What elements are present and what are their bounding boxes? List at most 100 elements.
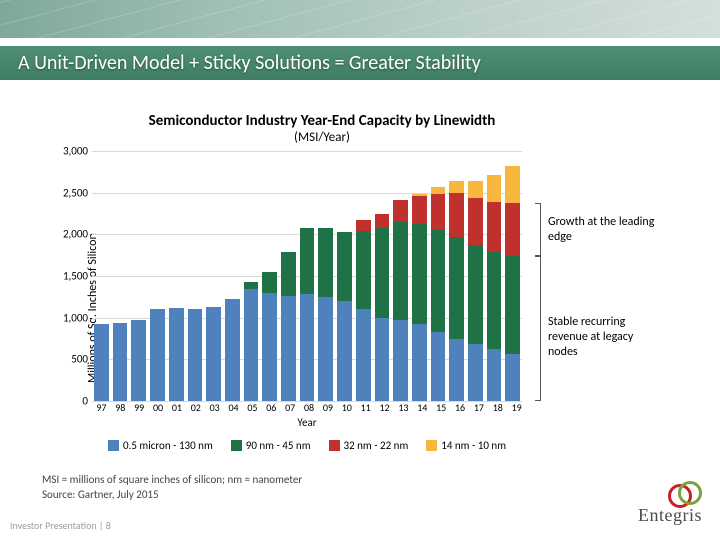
- header-band: [0, 0, 720, 38]
- x-tick: 10: [339, 401, 354, 414]
- x-tick: 99: [132, 401, 147, 414]
- bar-column: [131, 320, 146, 401]
- bar-column: [188, 309, 203, 401]
- gridline: [92, 401, 522, 402]
- bar-column: [356, 220, 371, 401]
- bar-group: [92, 151, 522, 401]
- legend-item: 14 nm - 10 nm: [426, 439, 506, 452]
- legend-label: 0.5 micron - 130 nm: [123, 439, 213, 452]
- bar-segment: [356, 220, 371, 231]
- annotation-text: Growth at the leading edge: [548, 215, 658, 245]
- logo-icon: [668, 481, 702, 505]
- chart-title: Semiconductor Industry Year-End Capacity…: [42, 112, 602, 130]
- bar-segment: [318, 228, 333, 297]
- footer-text: Investor Presentation | 8: [10, 519, 111, 532]
- x-tick: 18: [490, 401, 505, 414]
- bar-segment: [431, 187, 446, 194]
- bar-segment: [356, 309, 371, 402]
- bar-segment: [412, 224, 427, 324]
- y-tick: 3,000: [63, 145, 88, 158]
- x-tick: 12: [377, 401, 392, 414]
- x-tick: 13: [396, 401, 411, 414]
- x-tick: 08: [302, 401, 317, 414]
- bar-segment: [412, 196, 427, 224]
- bar-column: [94, 324, 109, 401]
- x-tick: 06: [264, 401, 279, 414]
- bar-segment: [375, 318, 390, 401]
- x-tick: 04: [226, 401, 241, 414]
- x-tick: 05: [245, 401, 260, 414]
- bar-segment: [449, 339, 464, 401]
- x-tick: 97: [94, 401, 109, 414]
- bar-segment: [337, 232, 352, 301]
- x-tick: 11: [358, 401, 373, 414]
- slide-title-bar: A Unit-Driven Model + Sticky Solutions =…: [0, 46, 720, 80]
- entegris-logo: Entegris: [638, 481, 702, 526]
- bar-column: [262, 272, 277, 401]
- bar-segment: [505, 256, 520, 354]
- bar-column: [393, 200, 408, 401]
- bar-segment: [505, 166, 520, 203]
- bar-column: [244, 282, 259, 401]
- bar-column: [281, 252, 296, 401]
- bar-segment: [206, 307, 221, 401]
- bar-segment: [468, 181, 483, 198]
- legend: 0.5 micron - 130 nm 90 nm - 45 nm 32 nm - …: [92, 439, 522, 452]
- bar-segment: [505, 203, 520, 256]
- capacity-chart: Semiconductor Industry Year-End Capacity…: [42, 112, 602, 452]
- bar-segment: [150, 309, 165, 402]
- bar-segment: [412, 324, 427, 401]
- bar-column: [468, 181, 483, 401]
- bar-segment: [487, 349, 502, 401]
- bar-column: [318, 228, 333, 401]
- bar-column: [113, 323, 128, 401]
- x-tick: 07: [283, 401, 298, 414]
- legend-item: 0.5 micron - 130 nm: [108, 439, 213, 452]
- bar-column: [206, 307, 221, 401]
- footnote-line-1: MSI = millions of square inches of silic…: [42, 473, 302, 487]
- legend-label: 90 nm - 45 nm: [246, 439, 311, 452]
- bar-segment: [393, 320, 408, 401]
- bar-segment: [449, 193, 464, 237]
- bar-column: [169, 308, 184, 401]
- x-tick: 02: [188, 401, 203, 414]
- y-tick: 1,500: [63, 270, 88, 283]
- bar-segment: [337, 301, 352, 401]
- legend-swatch: [329, 440, 340, 451]
- bar-segment: [431, 194, 446, 231]
- x-tick: 15: [434, 401, 449, 414]
- legend-item: 32 nm - 22 nm: [329, 439, 409, 452]
- bar-column: [449, 181, 464, 401]
- x-tick: 16: [453, 401, 468, 414]
- y-tick: 1,000: [63, 311, 88, 324]
- y-tick: 2,500: [63, 186, 88, 199]
- x-tick: 01: [170, 401, 185, 414]
- bar-segment: [188, 309, 203, 401]
- x-tick: 17: [472, 401, 487, 414]
- bar-segment: [375, 214, 390, 228]
- x-tick: 19: [509, 401, 524, 414]
- legend-swatch: [108, 440, 119, 451]
- legend-item: 90 nm - 45 nm: [231, 439, 311, 452]
- footnote: MSI = millions of square inches of silic…: [42, 473, 302, 502]
- logo-wordmark: Entegris: [638, 505, 702, 526]
- bar-segment: [300, 228, 315, 295]
- bar-segment: [468, 344, 483, 401]
- slide-title: A Unit-Driven Model + Sticky Solutions =…: [18, 51, 481, 75]
- bar-column: [487, 175, 502, 401]
- bar-column: [225, 299, 240, 401]
- bar-segment: [318, 297, 333, 401]
- brace: [526, 256, 541, 401]
- bar-segment: [244, 282, 259, 290]
- bar-segment: [225, 299, 240, 401]
- x-tick: 14: [415, 401, 430, 414]
- bar-segment: [487, 252, 502, 350]
- x-tick: 09: [321, 401, 336, 414]
- bar-segment: [468, 246, 483, 344]
- annotation-text: Stable recurring revenue at legacy nodes: [548, 315, 658, 360]
- bar-segment: [393, 222, 408, 320]
- bar-segment: [131, 320, 146, 401]
- bar-segment: [262, 293, 277, 401]
- legend-label: 32 nm - 22 nm: [344, 439, 409, 452]
- bar-segment: [393, 200, 408, 222]
